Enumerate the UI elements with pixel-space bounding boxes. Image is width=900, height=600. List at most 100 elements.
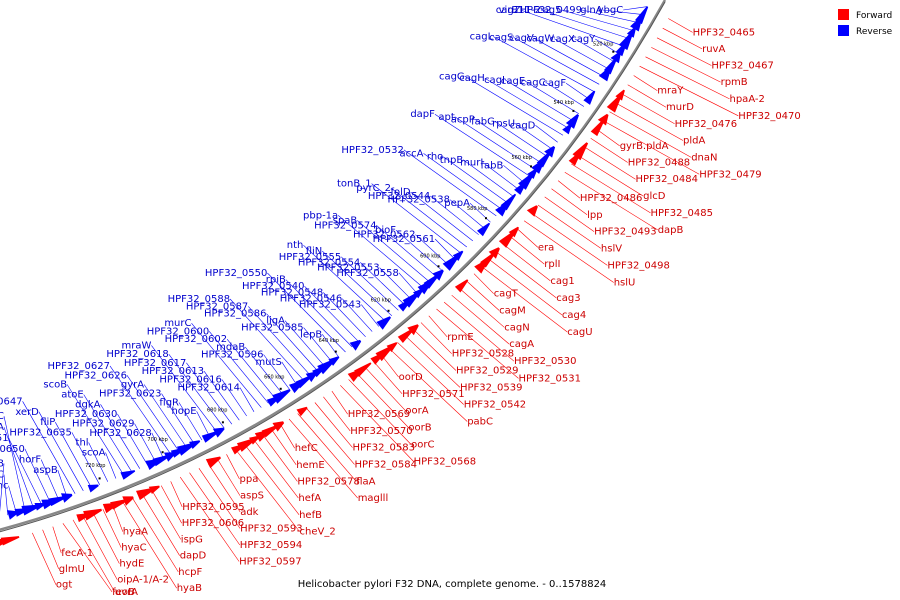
forward-leader-line <box>373 361 403 394</box>
forward-gene <box>261 424 280 438</box>
gene-label-rnha: rnhA <box>0 422 4 433</box>
reverse-gene <box>164 452 176 462</box>
gene-label-hpf32-0606: HPF32_0606 <box>182 518 244 529</box>
forward-leader-line <box>459 287 505 328</box>
kbp-tick-label: 720 kbp <box>85 463 105 469</box>
gene-label-hpf32-0467: HPF32_0467 <box>711 61 773 72</box>
gene-label-maglll: maglll <box>358 493 389 504</box>
kbp-tick-mark <box>334 350 337 353</box>
legend-label-forward: Forward <box>856 11 892 21</box>
gene-label-hpf32-0538: HPF32_0538 <box>388 195 450 206</box>
kbp-tick-mark <box>485 217 487 220</box>
reverse-gene <box>349 339 362 351</box>
forward-gene <box>397 327 415 343</box>
gene-label-caga: cagA <box>509 339 534 350</box>
gene-label-hpf32-0485: HPF32_0485 <box>651 208 713 219</box>
forward-leader-line <box>122 501 177 589</box>
forward-gene <box>122 496 134 506</box>
reverse-gene <box>452 250 464 261</box>
forward-leader-line <box>82 516 118 580</box>
kbp-tick-label: 660 kbp <box>264 375 284 381</box>
gene-label-hpf32-0588: HPF32_0588 <box>168 294 230 305</box>
gene-label-hpf32-0586: HPF32_0586 <box>204 309 266 320</box>
forward-leader-line <box>488 258 563 316</box>
gene-label-glna: glnA <box>580 5 602 16</box>
gene-label-glmu: glmU <box>59 564 85 575</box>
reverse-leader-line <box>483 162 520 191</box>
gene-label-flip: fliP <box>40 417 55 428</box>
reverse-leader-line <box>449 199 485 229</box>
gene-label-hpf32-0476: HPF32_0476 <box>675 119 737 130</box>
gene-label-hpf32-0528: HPF32_0528 <box>452 349 514 360</box>
kbp-tick-label: 600 kbp <box>420 254 440 260</box>
gene-label-ogt: ogt <box>56 580 72 591</box>
forward-leader-line <box>557 180 581 199</box>
gene-label-scoa: scoA <box>82 448 106 459</box>
forward-leader-line <box>226 454 240 480</box>
forward-leader-line <box>112 505 124 532</box>
reverse-leader-line <box>267 272 346 353</box>
reverse-leader-line <box>574 38 615 62</box>
reverse-gene <box>7 510 19 520</box>
reverse-gene <box>635 6 649 25</box>
gene-label-rnc: rnc <box>0 481 9 492</box>
gene-label-hpf32-0616: HPF32_0616 <box>159 375 221 386</box>
gene-label-mray: mraY <box>657 86 684 97</box>
reverse-leader-line <box>109 365 172 455</box>
forward-gene-labels: HPF32_0465 ruvA HPF32_0467 rpmB hpaA-2 HPF32_… <box>56 27 801 598</box>
kbp-tick-mark <box>98 477 101 480</box>
gene-label-hpf32-0585: HPF32_0585 <box>241 323 303 334</box>
gene-label-cagh: cagH <box>459 73 485 84</box>
reverse-leader-line <box>3 474 9 516</box>
gene-label-feca-1: fecA-1 <box>61 548 93 559</box>
gene-label-hpf32-0498: HPF32_0498 <box>607 260 669 271</box>
gene-label-cagu: cagU <box>567 327 592 338</box>
kbp-tick-mark <box>387 309 390 312</box>
reverse-leader-line <box>229 298 305 382</box>
reverse-leader-line <box>561 9 634 31</box>
forward-gene <box>488 247 500 259</box>
gene-label-hpf32-0613: HPF32_0613 <box>142 366 204 377</box>
forward-leader-line <box>288 418 358 499</box>
gene-label-hpf32-0574: HPF32_0574 <box>314 221 376 232</box>
reverse-leader-line <box>494 121 548 157</box>
forward-leader-line <box>656 37 712 66</box>
reverse-leader-line <box>535 125 558 143</box>
gene-label-horf: horF <box>19 455 42 466</box>
forward-gene <box>354 362 372 377</box>
gene-label-hslu: hslU <box>614 278 636 289</box>
gene-label-hpf32-0531: HPF32_0531 <box>519 373 581 384</box>
forward-gene <box>0 536 20 546</box>
reverse-leader-line <box>581 9 639 23</box>
gene-label-flin: fliN <box>306 246 323 257</box>
forward-gene <box>136 487 155 501</box>
gene-label-cagi: cagI <box>484 75 505 86</box>
forward-leader-line <box>639 65 739 117</box>
reverse-gene <box>21 504 41 516</box>
forward-leader-line <box>495 251 557 299</box>
forward-gene <box>590 118 605 137</box>
gene-label-dapd: dapD <box>180 551 207 562</box>
gene-label-asps: aspS <box>240 491 264 502</box>
forward-leader-line <box>662 27 703 50</box>
gene-label-hpf32-0499: HPF32_0499 <box>520 5 582 16</box>
gene-label-hpf32-0600: HPF32_0600 <box>147 326 209 337</box>
reverse-leader-line <box>40 459 59 500</box>
reverse-leader-line <box>554 38 610 70</box>
gene-label-hpf32-0562: HPF32_0562 <box>353 230 415 241</box>
gene-label-cage: cagE <box>501 76 525 87</box>
kbp-tick-label: 540 kbp <box>554 100 574 106</box>
reverse-leader-line <box>322 334 339 358</box>
gene-label-cagf: cagF <box>542 78 566 89</box>
reverse-gene <box>610 51 621 64</box>
reverse-leader-line <box>196 411 210 437</box>
forward-gene <box>615 89 625 101</box>
forward-gene <box>272 421 285 432</box>
gene-label-cag1: cag1 <box>550 276 574 287</box>
reverse-leader-line <box>168 354 225 429</box>
reverse-leader-line <box>520 9 624 47</box>
reverse-leader-line <box>8 485 17 513</box>
gene-label-hpf32-0626: HPF32_0626 <box>65 370 127 381</box>
gene-label-hpf32-0596: HPF32_0596 <box>201 350 263 361</box>
forward-leader-line <box>509 236 545 265</box>
